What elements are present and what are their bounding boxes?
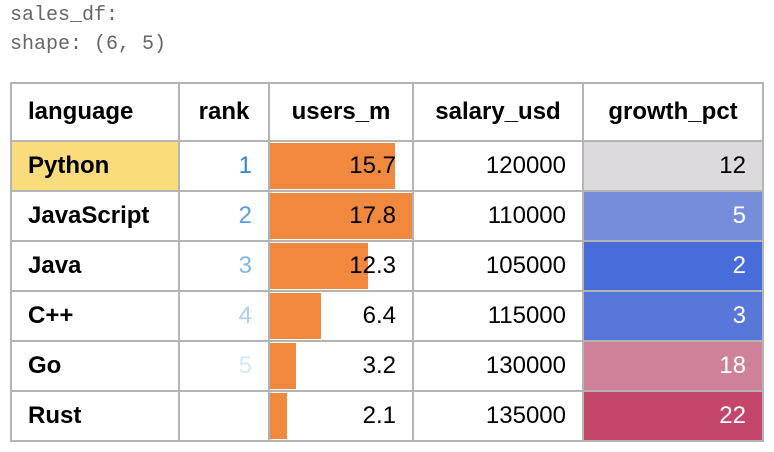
users-cell: 3.2 xyxy=(268,340,414,392)
table-row: Go 5 3.2 130000 18 xyxy=(10,340,764,392)
table-body: Python 1 15.7 120000 12 JavaScript 2 17.8 110000… xyxy=(10,140,764,442)
rank-cell xyxy=(178,390,270,442)
growth-cell: 22 xyxy=(582,390,764,442)
rank-cell: 1 xyxy=(178,140,270,192)
language-cell: Python xyxy=(10,140,180,192)
users-cell: 15.7 xyxy=(268,140,414,192)
users-value: 17.8 xyxy=(349,202,396,229)
rank-cell: 4 xyxy=(178,290,270,342)
rank-cell: 2 xyxy=(178,190,270,242)
column-header: growth_pct xyxy=(582,82,764,142)
users-value: 15.7 xyxy=(349,152,396,179)
growth-cell: 5 xyxy=(582,190,764,242)
users-cell: 6.4 xyxy=(268,290,414,342)
users-value: 2.1 xyxy=(362,402,396,429)
column-header: users_m xyxy=(268,82,414,142)
data-bar xyxy=(270,343,296,389)
users-value: 12.3 xyxy=(349,252,396,279)
users-value: 6.4 xyxy=(362,302,396,329)
users-cell: 2.1 xyxy=(268,390,414,442)
table-row: Python 1 15.7 120000 12 xyxy=(10,140,764,192)
language-cell: Go xyxy=(10,340,180,392)
salary-cell: 110000 xyxy=(412,190,584,242)
salary-cell: 115000 xyxy=(412,290,584,342)
data-bar xyxy=(270,143,396,189)
header-row: language rank users_m salary_usd growth_pct xyxy=(10,82,764,142)
dataframe-table: language rank users_m salary_usd growth_pct … xyxy=(10,82,764,442)
salary-cell: 135000 xyxy=(412,390,584,442)
table-row: C++ 4 6.4 115000 3 xyxy=(10,290,764,342)
growth-cell: 3 xyxy=(582,290,764,342)
column-header: rank xyxy=(178,82,270,142)
table-row: JavaScript 2 17.8 110000 5 xyxy=(10,190,764,242)
users-cell: 17.8 xyxy=(268,190,414,242)
salary-cell: 120000 xyxy=(412,140,584,192)
growth-cell: 12 xyxy=(582,140,764,192)
users-value: 3.2 xyxy=(362,352,396,379)
users-cell: 12.3 xyxy=(268,240,414,292)
data-bar xyxy=(270,243,369,289)
table-row: Rust 2.1 135000 22 xyxy=(10,390,764,442)
df-shape: shape: (6, 5) xyxy=(10,33,167,56)
language-cell: JavaScript xyxy=(10,190,180,242)
language-cell: C++ xyxy=(10,290,180,342)
data-bar xyxy=(270,393,287,439)
column-header: salary_usd xyxy=(412,82,584,142)
df-name: sales_df: xyxy=(10,4,119,27)
salary-cell: 105000 xyxy=(412,240,584,292)
rank-cell: 5 xyxy=(178,340,270,392)
data-bar xyxy=(270,193,412,239)
growth-cell: 18 xyxy=(582,340,764,392)
rank-cell: 3 xyxy=(178,240,270,292)
data-bar xyxy=(270,293,322,339)
growth-cell: 2 xyxy=(582,240,764,292)
language-cell: Java xyxy=(10,240,180,292)
column-header: language xyxy=(10,82,180,142)
table-row: Java 3 12.3 105000 2 xyxy=(10,240,764,292)
salary-cell: 130000 xyxy=(412,340,584,392)
language-cell: Rust xyxy=(10,390,180,442)
